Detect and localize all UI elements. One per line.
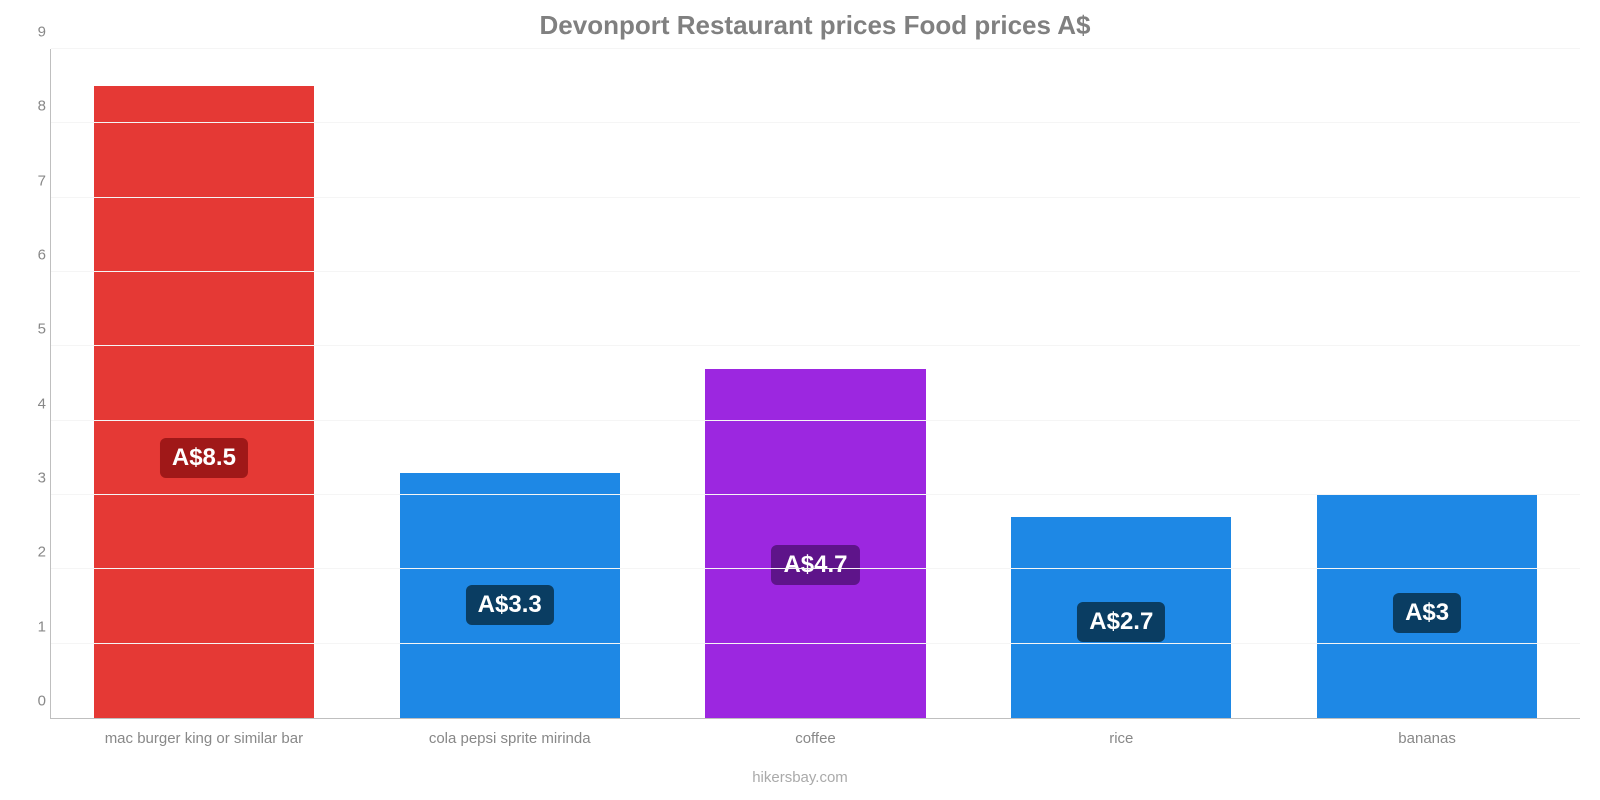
y-tick-label: 8 bbox=[21, 98, 46, 115]
gridline bbox=[51, 643, 1580, 644]
gridline bbox=[51, 420, 1580, 421]
value-badge: A$4.7 bbox=[771, 545, 859, 585]
bar: A$3.3 bbox=[400, 473, 620, 718]
bar: A$4.7 bbox=[705, 369, 925, 718]
gridline bbox=[51, 271, 1580, 272]
gridline bbox=[51, 197, 1580, 198]
gridline bbox=[51, 568, 1580, 569]
bar-slot: A$3.3cola pepsi sprite mirinda bbox=[357, 49, 663, 718]
chart-title: Devonport Restaurant prices Food prices … bbox=[50, 10, 1580, 41]
bar: A$8.5 bbox=[94, 86, 314, 718]
y-tick-label: 5 bbox=[21, 321, 46, 338]
y-tick-label: 9 bbox=[21, 24, 46, 41]
y-tick-label: 0 bbox=[21, 693, 46, 710]
gridline bbox=[51, 345, 1580, 346]
plot-area: A$8.5mac burger king or similar barA$3.3… bbox=[50, 49, 1580, 719]
bars-row: A$8.5mac burger king or similar barA$3.3… bbox=[51, 49, 1580, 718]
bar-slot: A$4.7coffee bbox=[663, 49, 969, 718]
x-tick-label: bananas bbox=[1274, 730, 1580, 747]
x-tick-label: rice bbox=[968, 730, 1274, 747]
y-tick-label: 3 bbox=[21, 470, 46, 487]
value-badge: A$3.3 bbox=[466, 585, 554, 625]
y-tick-label: 4 bbox=[21, 395, 46, 412]
y-tick-label: 1 bbox=[21, 618, 46, 635]
y-tick-label: 7 bbox=[21, 172, 46, 189]
bar: A$2.7 bbox=[1011, 517, 1231, 718]
y-tick-label: 2 bbox=[21, 544, 46, 561]
x-tick-label: cola pepsi sprite mirinda bbox=[357, 730, 663, 747]
x-tick-label: mac burger king or similar bar bbox=[51, 730, 357, 747]
chart-container: Devonport Restaurant prices Food prices … bbox=[0, 0, 1600, 800]
gridline bbox=[51, 494, 1580, 495]
value-badge: A$8.5 bbox=[160, 438, 248, 478]
gridline bbox=[51, 122, 1580, 123]
bar-slot: A$3bananas bbox=[1274, 49, 1580, 718]
chart-credit: hikersbay.com bbox=[0, 769, 1600, 786]
value-badge: A$3 bbox=[1393, 593, 1461, 633]
value-badge: A$2.7 bbox=[1077, 602, 1165, 642]
gridline bbox=[51, 48, 1580, 49]
bar-slot: A$8.5mac burger king or similar bar bbox=[51, 49, 357, 718]
bar-slot: A$2.7rice bbox=[968, 49, 1274, 718]
y-tick-label: 6 bbox=[21, 247, 46, 264]
bar: A$3 bbox=[1317, 495, 1537, 718]
x-tick-label: coffee bbox=[663, 730, 969, 747]
